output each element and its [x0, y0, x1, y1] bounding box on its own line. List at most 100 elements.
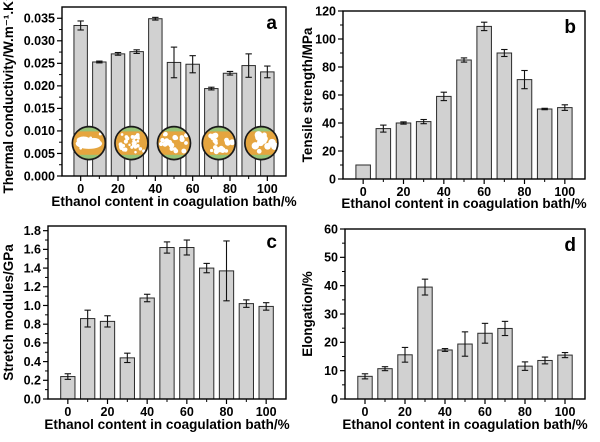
x-tick-label: 100 [256, 405, 277, 419]
error-bar-x70 [501, 320, 509, 337]
error-bar-x40 [440, 91, 448, 102]
error-bar-x100 [561, 104, 569, 111]
x-axis-title: Ethanol content in coagulation bath/% [44, 417, 289, 432]
error-bar-x50 [461, 331, 469, 357]
y-tick-label: 0.025 [24, 57, 55, 71]
bar-x60 [185, 63, 200, 177]
y-tick-label: 0.000 [24, 169, 55, 183]
error-bar-x60 [480, 21, 488, 32]
panel-b-tensile-strength: 0 20 40 60 80 100 120 0 20 40 60 80 100 Ethanol conte… [300, 0, 600, 221]
bar-x90 [238, 303, 254, 400]
y-tick-label: 60 [324, 222, 338, 236]
error-bar-x80 [521, 361, 529, 371]
y-tick-label: 1.0 [24, 299, 41, 313]
y-tick-label: 40 [322, 116, 336, 130]
error-bar-x60 [481, 322, 489, 344]
bar-x30 [119, 357, 135, 400]
error-bar-x30 [420, 118, 427, 125]
y-tick-label: 0.005 [24, 147, 55, 161]
y-tick-label: 20 [324, 336, 338, 350]
x-tick-label: 80 [220, 405, 234, 419]
micrograph-ring [244, 125, 279, 161]
x-tick-label: 20 [111, 182, 125, 196]
x-tick-label: 0 [362, 405, 369, 419]
bar-x70 [497, 327, 513, 400]
x-tick-label: 80 [518, 405, 532, 419]
panel-letter: b [564, 17, 576, 38]
x-tick-label: 20 [101, 405, 115, 419]
panel-c-stretch-modules: 0.0 0.2 0.4 0.6 0.8 1.0 1.2 1.4 1.6 1.8 0 20 40 60 80 1… [0, 221, 300, 442]
y-tick-label: 0 [331, 392, 338, 406]
error-bar-x20 [104, 315, 111, 328]
micrograph-inset-3 [158, 127, 190, 160]
x-tick-label: 20 [398, 405, 412, 419]
error-bar-x30 [124, 352, 131, 364]
error-bar-x0 [77, 20, 84, 31]
x-axis-title: Ethanol content in coagulation bath/% [51, 194, 296, 209]
y-axis-title: Elongation/% [300, 271, 315, 357]
y-tick-label: 0 [329, 172, 336, 186]
error-bar-x70 [203, 262, 210, 274]
x-tick-label: 60 [478, 405, 492, 419]
error-bar-x90 [245, 53, 252, 78]
panel-letter: c [266, 232, 277, 253]
error-bar-x10 [96, 60, 103, 64]
y-tick-label: 0.4 [24, 355, 41, 369]
bar-x40 [437, 349, 453, 400]
bar-x0 [60, 376, 76, 400]
panel-d-elongation: 0 10 20 30 40 50 60 0 20 40 60 80 100 Ethanol content… [300, 221, 600, 442]
y-tick-label: 120 [315, 4, 336, 18]
error-bar-x80 [223, 240, 230, 302]
error-bar-x70 [501, 48, 508, 58]
bar-x10 [80, 318, 96, 400]
bar-x90 [536, 108, 553, 180]
chart-a-canvas: 0.000 0.005 0.010 0.015 0.020 0.025 0.030 0.035… [1, 0, 297, 209]
micrograph-inset-2 [115, 127, 148, 160]
y-tick-label: 60 [322, 88, 336, 102]
error-bar-x20 [114, 51, 122, 56]
x-tick-label: 20 [397, 185, 411, 199]
x-tick-label: 100 [257, 182, 278, 196]
y-tick-label: 0.010 [24, 124, 55, 138]
y-axis-title: Thermal conductivity/W.m⁻¹.K⁻¹ [1, 0, 16, 194]
y-tick-label: 1.8 [24, 224, 41, 238]
y-tick-label: 0.015 [24, 102, 55, 116]
error-bar-x50 [460, 57, 468, 63]
y-tick-label: 40 [324, 279, 338, 293]
x-tick-label: 40 [437, 185, 451, 199]
bar-x100 [557, 107, 573, 180]
bar-x90 [241, 65, 256, 177]
micrograph-inset-1 [72, 127, 105, 160]
bar-x100 [258, 305, 274, 400]
y-tick-label: 50 [324, 251, 338, 265]
x-tick-label: 0 [77, 182, 84, 196]
y-tick-label: 0.8 [24, 317, 41, 331]
bar-x50 [456, 59, 472, 180]
panel-a-thermal-conductivity: 0.000 0.005 0.010 0.015 0.020 0.025 0.030 0.035… [0, 0, 300, 221]
micrograph-ring [201, 125, 237, 161]
panel-letter: d [564, 235, 576, 256]
y-tick-label: 1.2 [24, 280, 41, 294]
error-bar-x50 [170, 46, 178, 79]
x-tick-label: 0 [360, 185, 367, 199]
bar-x80 [516, 79, 533, 180]
y-tick-label: 0.0 [24, 392, 41, 406]
y-tick-label: 20 [322, 144, 336, 158]
error-bar-x70 [208, 86, 215, 91]
error-bar-x20 [401, 346, 409, 363]
x-tick-label: 80 [223, 182, 237, 196]
y-tick-label: 0.035 [24, 12, 55, 26]
error-bar-x100 [264, 65, 271, 79]
x-tick-label: 40 [438, 405, 452, 419]
error-bar-x0 [361, 373, 369, 380]
error-bar-x90 [541, 107, 548, 111]
y-tick-label: 0.2 [24, 374, 41, 388]
y-tick-label: 30 [324, 307, 338, 321]
error-bar-x20 [400, 121, 407, 125]
error-bar-x50 [163, 241, 171, 254]
y-tick-label: 0.030 [24, 34, 55, 48]
bar-x30 [417, 286, 433, 400]
bar-x90 [537, 359, 553, 400]
